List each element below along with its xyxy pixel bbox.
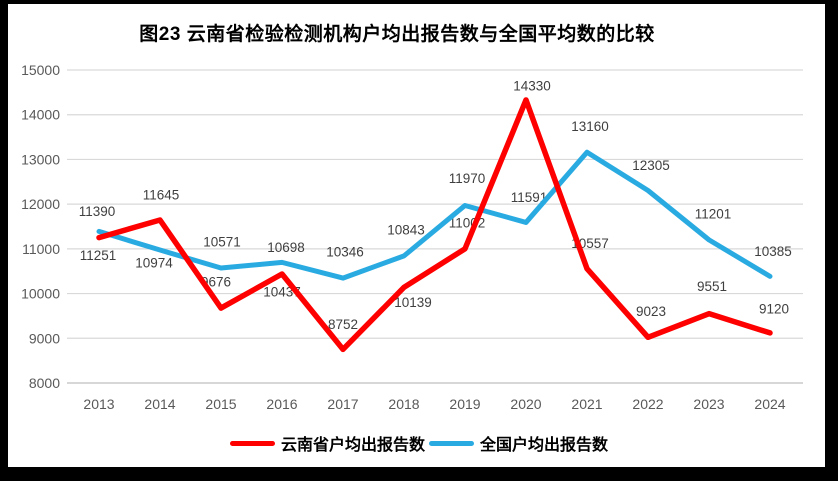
legend-label-yunnan: 云南省户均出报告数: [280, 437, 425, 454]
x-axis-tick-label: 2019: [449, 396, 480, 412]
national-data-label: 10385: [754, 244, 792, 259]
y-axis-tick-label: 12000: [21, 196, 60, 212]
national-data-label: 11201: [695, 206, 732, 221]
yunnan-data-label: 9023: [636, 304, 666, 319]
y-axis-tick-label: 11000: [22, 241, 60, 257]
legend: 云南省户均出报告数 全国户均出报告数: [0, 431, 838, 455]
x-axis-tick-label: 2021: [571, 396, 602, 412]
chart-title: 图23 云南省检验检测机构户均出报告数与全国平均数的比较: [139, 24, 655, 45]
national-data-label: 10571: [203, 235, 241, 250]
x-axis-tick-label: 2017: [327, 396, 358, 412]
x-axis-tick-label: 2023: [693, 396, 724, 412]
x-axis-tick-label: 2024: [754, 396, 785, 412]
yunnan-data-label: 9120: [759, 301, 789, 316]
yunnan-data-label: 11251: [80, 248, 117, 263]
legend-item-national: 全国户均出报告数: [429, 431, 608, 455]
national-data-label: 10698: [267, 240, 305, 255]
national-data-label: 11390: [79, 204, 116, 219]
national-data-label: 10974: [135, 256, 173, 271]
y-axis-tick-label: 8000: [29, 375, 60, 391]
y-axis-tick-label: 13000: [21, 151, 60, 167]
y-axis-tick-label: 15000: [21, 62, 60, 78]
x-axis-tick-label: 2016: [266, 396, 297, 412]
national-data-label: 12305: [632, 158, 670, 173]
national-series-line: [96, 149, 773, 281]
x-axis-tick-label: 2015: [205, 396, 236, 412]
x-axis-tick-label: 2022: [632, 396, 663, 412]
national-data-label: 10843: [387, 222, 425, 237]
national-data-label: 10346: [326, 245, 364, 260]
x-axis-tick-label: 2020: [510, 396, 541, 412]
legend-label-national: 全国户均出报告数: [480, 437, 609, 454]
y-axis-tick-label: 10000: [21, 286, 60, 302]
yunnan-series-line: [96, 97, 773, 353]
y-axis-tick-label: 14000: [21, 107, 60, 123]
x-axis-tick-label: 2013: [83, 396, 114, 412]
yunnan-data-label: 8752: [328, 317, 358, 332]
national-data-label: 13160: [571, 119, 609, 134]
national-data-label: 11970: [449, 171, 486, 186]
yunnan-data-label: 9551: [697, 279, 727, 294]
yunnan-line-swatch: [229, 440, 275, 446]
x-axis-tick-label: 2014: [144, 396, 175, 412]
yunnan-data-label: 10139: [394, 295, 432, 310]
yunnan-data-label: 14330: [513, 78, 551, 93]
legend-item-yunnan: 云南省户均出报告数: [229, 431, 425, 455]
y-axis-tick-label: 9000: [29, 330, 60, 346]
national-line-swatch: [429, 440, 474, 446]
yunnan-data-label: 11645: [143, 188, 180, 203]
x-axis-tick-label: 2018: [388, 396, 419, 412]
national-data-label: 11591: [511, 190, 548, 205]
